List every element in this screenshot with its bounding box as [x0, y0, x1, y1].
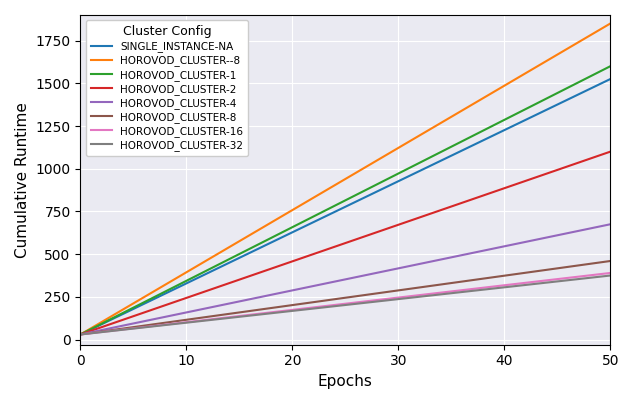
HOROVOD_CLUSTER-2: [77, 332, 84, 337]
HOROVOD_CLUSTER-8: [607, 259, 614, 263]
HOROVOD_CLUSTER-32: [511, 284, 519, 288]
SINGLE_INSTANCE-NA: [363, 194, 371, 199]
HOROVOD_CLUSTER-8: [511, 272, 519, 277]
Line: HOROVOD_CLUSTER-1: HOROVOD_CLUSTER-1: [81, 66, 611, 335]
HOROVOD_CLUSTER-2: [332, 244, 339, 249]
HOROVOD_CLUSTER--8: [511, 77, 519, 82]
Legend: SINGLE_INSTANCE-NA, HOROVOD_CLUSTER--8, HOROVOD_CLUSTER-1, HOROVOD_CLUSTER-2, HO: SINGLE_INSTANCE-NA, HOROVOD_CLUSTER--8, …: [86, 20, 248, 156]
SINGLE_INSTANCE-NA: [328, 211, 336, 216]
HOROVOD_CLUSTER-4: [77, 332, 84, 337]
HOROVOD_CLUSTER-1: [392, 173, 399, 177]
HOROVOD_CLUSTER-8: [332, 297, 339, 301]
SINGLE_INSTANCE-NA: [511, 123, 519, 128]
HOROVOD_CLUSTER-2: [511, 182, 519, 187]
HOROVOD_CLUSTER-4: [607, 222, 614, 227]
HOROVOD_CLUSTER-32: [363, 300, 371, 305]
HOROVOD_CLUSTER-2: [328, 245, 336, 250]
HOROVOD_CLUSTER-16: [392, 295, 399, 300]
HOROVOD_CLUSTER-32: [328, 304, 336, 309]
HOROVOD_CLUSTER-16: [363, 299, 371, 304]
HOROVOD_CLUSTER-32: [392, 297, 399, 302]
HOROVOD_CLUSTER-8: [392, 288, 399, 293]
Line: HOROVOD_CLUSTER-16: HOROVOD_CLUSTER-16: [81, 273, 611, 335]
HOROVOD_CLUSTER-4: [328, 280, 336, 284]
Line: HOROVOD_CLUSTER-4: HOROVOD_CLUSTER-4: [81, 224, 611, 335]
HOROVOD_CLUSTER-1: [328, 205, 336, 210]
SINGLE_INSTANCE-NA: [332, 209, 339, 214]
HOROVOD_CLUSTER-32: [607, 273, 614, 278]
HOROVOD_CLUSTER-2: [607, 149, 614, 154]
HOROVOD_CLUSTER--8: [77, 332, 84, 337]
SINGLE_INSTANCE-NA: [77, 332, 84, 337]
HOROVOD_CLUSTER-2: [363, 233, 371, 238]
HOROVOD_CLUSTER--8: [392, 147, 399, 152]
HOROVOD_CLUSTER--8: [607, 21, 614, 26]
HOROVOD_CLUSTER-16: [593, 272, 601, 277]
HOROVOD_CLUSTER-16: [328, 303, 336, 308]
HOROVOD_CLUSTER-16: [511, 282, 519, 286]
X-axis label: Epochs: Epochs: [318, 374, 373, 389]
HOROVOD_CLUSTER-4: [593, 225, 601, 229]
HOROVOD_CLUSTER-1: [363, 187, 371, 192]
HOROVOD_CLUSTER-4: [332, 279, 339, 284]
HOROVOD_CLUSTER--8: [328, 184, 336, 189]
HOROVOD_CLUSTER-4: [511, 242, 519, 246]
Line: HOROVOD_CLUSTER--8: HOROVOD_CLUSTER--8: [81, 23, 611, 335]
SINGLE_INSTANCE-NA: [607, 77, 614, 82]
HOROVOD_CLUSTER-1: [332, 203, 339, 208]
Line: SINGLE_INSTANCE-NA: SINGLE_INSTANCE-NA: [81, 79, 611, 335]
HOROVOD_CLUSTER-1: [607, 64, 614, 69]
HOROVOD_CLUSTER-32: [593, 275, 601, 280]
HOROVOD_CLUSTER-8: [328, 297, 336, 302]
HOROVOD_CLUSTER-1: [77, 332, 84, 337]
HOROVOD_CLUSTER-32: [77, 332, 84, 337]
HOROVOD_CLUSTER-8: [593, 260, 601, 265]
HOROVOD_CLUSTER--8: [363, 164, 371, 168]
HOROVOD_CLUSTER-1: [511, 112, 519, 117]
HOROVOD_CLUSTER-8: [77, 332, 84, 337]
HOROVOD_CLUSTER-8: [363, 292, 371, 297]
Line: HOROVOD_CLUSTER-2: HOROVOD_CLUSTER-2: [81, 152, 611, 335]
HOROVOD_CLUSTER--8: [593, 29, 601, 34]
HOROVOD_CLUSTER-2: [593, 154, 601, 158]
HOROVOD_CLUSTER--8: [332, 183, 339, 187]
SINGLE_INSTANCE-NA: [392, 180, 399, 185]
HOROVOD_CLUSTER-16: [332, 303, 339, 307]
HOROVOD_CLUSTER-32: [332, 304, 339, 309]
HOROVOD_CLUSTER-4: [363, 272, 371, 277]
Line: HOROVOD_CLUSTER-32: HOROVOD_CLUSTER-32: [81, 276, 611, 335]
HOROVOD_CLUSTER-16: [607, 271, 614, 276]
HOROVOD_CLUSTER-4: [392, 267, 399, 271]
Y-axis label: Cumulative Runtime: Cumulative Runtime: [15, 102, 30, 258]
Line: HOROVOD_CLUSTER-8: HOROVOD_CLUSTER-8: [81, 261, 611, 335]
HOROVOD_CLUSTER-1: [593, 70, 601, 75]
HOROVOD_CLUSTER-16: [77, 332, 84, 337]
SINGLE_INSTANCE-NA: [593, 83, 601, 88]
HOROVOD_CLUSTER-2: [392, 223, 399, 228]
